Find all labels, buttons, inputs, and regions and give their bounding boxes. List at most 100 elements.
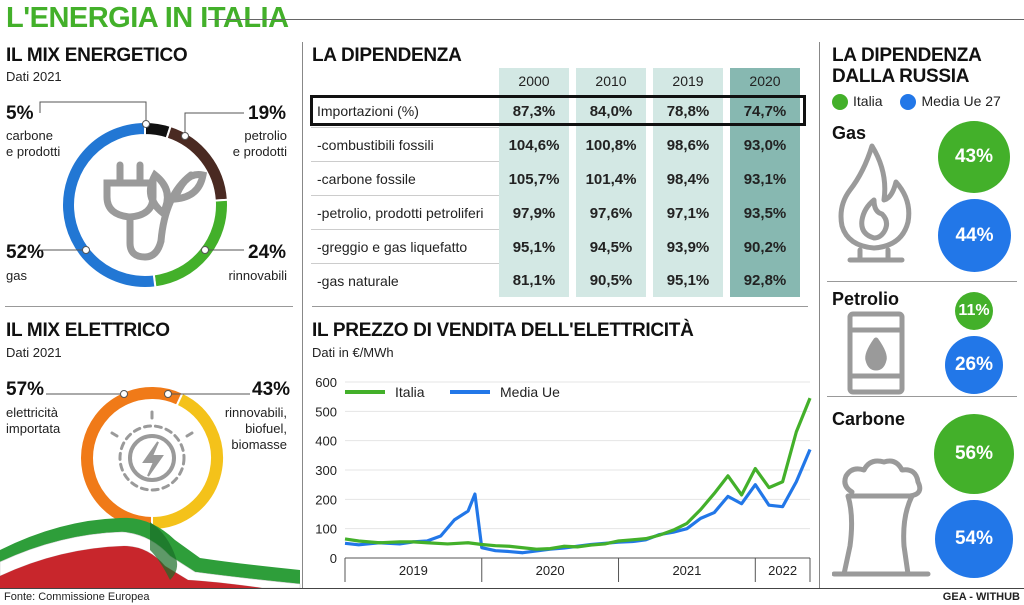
russia-gas-label: Gas bbox=[832, 123, 867, 143]
cell: 74,7% bbox=[730, 94, 800, 128]
petrolio-italia-circle: 11% bbox=[955, 292, 993, 330]
mix-el-importata-pct: 57% bbox=[6, 379, 45, 400]
cell: 98,6% bbox=[653, 128, 723, 162]
prezzo-subtitle: Dati in €/MWh bbox=[312, 345, 394, 360]
cell: 97,1% bbox=[653, 196, 723, 230]
cell: 93,0% bbox=[730, 128, 800, 162]
cell: 94,5% bbox=[576, 230, 646, 264]
cell: 95,1% bbox=[653, 264, 723, 297]
divider-gas bbox=[827, 281, 1017, 282]
dipendenza-table: 2000 2010 2019 2020 Importazioni (%) 87,… bbox=[311, 68, 800, 297]
y-tick-label: 100 bbox=[315, 522, 337, 537]
row-label: -carbone fossile bbox=[311, 162, 499, 196]
prezzo-title: IL PREZZO DI VENDITA DELL'ELETTRICITÀ bbox=[312, 320, 694, 341]
cell: 93,9% bbox=[653, 230, 723, 264]
russia-legend: Italia Media Ue 27 bbox=[832, 93, 1001, 111]
gas-ue-circle: 44% bbox=[938, 199, 1011, 272]
divider-left bbox=[302, 42, 303, 588]
x-tick-label: 2020 bbox=[536, 563, 565, 578]
series-line-media-ue bbox=[344, 448, 812, 555]
source-note: Fonte: Commissione Europea bbox=[4, 591, 150, 603]
table-row: -petrolio, prodotti petroliferi 97,9% 97… bbox=[311, 196, 800, 230]
y-tick-label: 600 bbox=[315, 375, 337, 390]
mix-el-rinnovabili-label3: biomasse bbox=[231, 437, 287, 452]
cell: 93,1% bbox=[730, 162, 800, 196]
mix-el-rinnovabili-label1: rinnovabili, bbox=[224, 405, 287, 420]
mix-elettrico-title: IL MIX ELETTRICO bbox=[6, 320, 170, 341]
importazioni-highlight-box bbox=[310, 95, 806, 126]
carbone-italia-circle: 56% bbox=[934, 414, 1014, 494]
mix-en-carbone-label1: carbone bbox=[6, 128, 53, 143]
carbone-ue-circle: 54% bbox=[935, 500, 1013, 578]
cell: 95,1% bbox=[499, 230, 569, 264]
petrolio-ue-circle: 26% bbox=[945, 336, 1003, 394]
mix-en-carbone-pct: 5% bbox=[6, 103, 34, 124]
mix-en-petrolio-pct: 19% bbox=[248, 103, 287, 124]
mix-en-petrolio-label2: e prodotti bbox=[232, 144, 287, 159]
power-plant-icon bbox=[832, 458, 931, 577]
oil-barrel-icon bbox=[847, 311, 905, 395]
divider-dep bbox=[312, 306, 808, 307]
mix-elettrico-subtitle: Dati 2021 bbox=[6, 345, 62, 360]
year-2019: 2019 bbox=[653, 68, 723, 94]
italian-flag-ribbon bbox=[0, 517, 301, 588]
legend-label: Media Ue bbox=[500, 384, 560, 400]
mix-energetico-title: IL MIX ENERGETICO bbox=[6, 45, 188, 66]
cell: 100,8% bbox=[576, 128, 646, 162]
page-title: L'ENERGIA IN ITALIA bbox=[6, 2, 289, 34]
mix-en-rinnovabili-label: rinnovabili bbox=[228, 268, 287, 283]
russia-carbone-label: Carbone bbox=[832, 409, 906, 429]
cell: 92,8% bbox=[730, 264, 800, 297]
mix-en-gas-pct: 52% bbox=[6, 242, 45, 263]
year-2010: 2010 bbox=[576, 68, 646, 94]
gas-italia-circle: 43% bbox=[938, 121, 1010, 193]
mix-elettrico-leaders bbox=[46, 390, 250, 398]
cell: 97,9% bbox=[499, 196, 569, 230]
x-tick-label: 2022 bbox=[768, 563, 797, 578]
table-row: -greggio e gas liquefatto 95,1% 94,5% 93… bbox=[311, 230, 800, 264]
cell: 78,8% bbox=[653, 94, 723, 128]
row-label: -gas naturale bbox=[317, 272, 399, 289]
divider-petrolio bbox=[827, 396, 1017, 397]
row-label: -combustibili fossili bbox=[311, 128, 499, 162]
cell: 81,1% bbox=[499, 264, 569, 297]
russia-title-2: DALLA RUSSIA bbox=[832, 66, 970, 87]
footer-rule bbox=[0, 588, 1024, 589]
russia-title-1: LA DIPENDENZA bbox=[832, 45, 982, 66]
mix-energetico-subtitle: Dati 2021 bbox=[6, 69, 62, 84]
mix-el-rinnovabili-label2: biofuel, bbox=[245, 421, 287, 436]
row-label: -greggio e gas liquefatto bbox=[311, 230, 499, 264]
table-row: -combustibili fossili 104,6% 100,8% 98,6… bbox=[311, 128, 800, 162]
row-label: Importazioni (%) bbox=[311, 94, 499, 128]
flame-icon bbox=[838, 143, 912, 263]
cell: 84,0% bbox=[576, 94, 646, 128]
cell: 105,7% bbox=[499, 162, 569, 196]
title-rule bbox=[208, 19, 1024, 20]
cell: 90,5% bbox=[576, 264, 646, 297]
electricity-icon bbox=[110, 410, 194, 492]
mix-en-rinnovabili-pct: 24% bbox=[248, 242, 287, 263]
cell: 98,4% bbox=[653, 162, 723, 196]
cell: 101,4% bbox=[576, 162, 646, 196]
credit: GEA - WITHUB bbox=[942, 591, 1020, 603]
table-row: -gas naturale 81,1% 90,5% 95,1% 92,8% bbox=[311, 264, 800, 297]
y-tick-label: 300 bbox=[315, 463, 337, 478]
legend-ue-swatch bbox=[900, 94, 917, 111]
cell: 97,6% bbox=[576, 196, 646, 230]
russia-petrolio-label: Petrolio bbox=[832, 289, 900, 309]
price-line-chart: 0 100 200 300 400 500 600 2019 2020 2021 2022 Itali… bbox=[315, 375, 812, 582]
y-tick-label: 0 bbox=[330, 551, 337, 566]
table-header-row: 2000 2010 2019 2020 bbox=[311, 68, 800, 94]
mix-en-petrolio-label1: petrolio bbox=[244, 128, 287, 143]
cell: 87,3% bbox=[499, 94, 569, 128]
cell: 90,2% bbox=[730, 230, 800, 264]
row-label: -petrolio, prodotti petroliferi bbox=[311, 196, 499, 230]
divider-right bbox=[819, 42, 820, 588]
year-2020: 2020 bbox=[730, 68, 800, 94]
legend-label: Italia bbox=[395, 384, 425, 400]
legend-italia-label: Italia bbox=[853, 93, 883, 109]
dipendenza-title: LA DIPENDENZA bbox=[312, 45, 462, 66]
y-tick-label: 200 bbox=[315, 492, 337, 507]
mix-energetico-leaders bbox=[39, 101, 244, 254]
table-row: Importazioni (%) 87,3% 84,0% 78,8% 74,7% bbox=[311, 94, 800, 128]
